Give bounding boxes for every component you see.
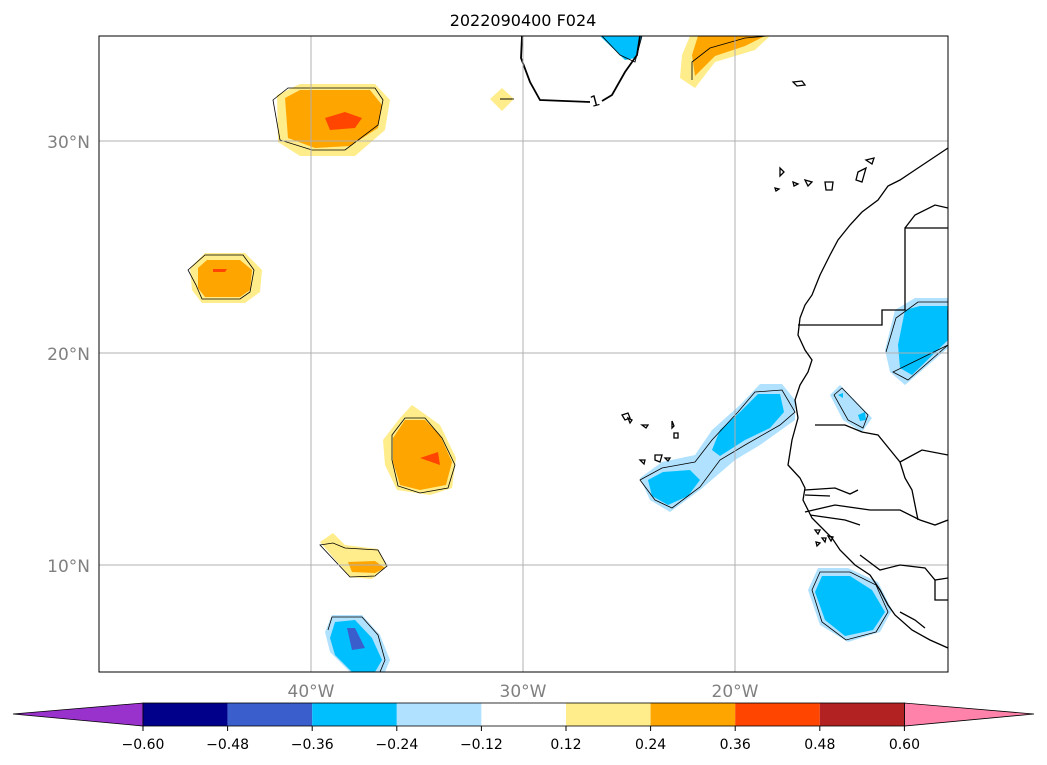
colorbar-segment	[143, 703, 228, 726]
anomaly-blue-top	[600, 36, 642, 60]
map-area: 1	[99, 36, 948, 672]
colorbar-tick-label: −0.12	[460, 737, 503, 753]
colorbar-segment	[819, 703, 905, 726]
colorbar-segment	[735, 703, 820, 726]
map-frame	[98, 35, 949, 673]
border-morocco-algeria	[904, 204, 948, 229]
colorbar-segment	[396, 703, 482, 726]
colorbar-segment	[650, 703, 736, 726]
cape-verde-islands	[621, 412, 679, 466]
anomaly-royalblue-sw	[347, 628, 365, 650]
gridlines	[99, 36, 948, 672]
border-mauritania-senegal	[815, 424, 948, 463]
colorbar-tick-label: 0.24	[635, 737, 666, 753]
colorbar-tick-label: 0.60	[889, 737, 920, 753]
border-senegal-gambia	[804, 487, 859, 497]
map-title: 2022090400 F024	[450, 11, 597, 30]
anomaly-blue-islet-a	[838, 393, 843, 398]
lon-label-40w: 40°W	[288, 682, 335, 702]
shaded-anomalies	[190, 36, 948, 672]
colorbar-tick-label: −0.48	[206, 737, 249, 753]
anomaly-red-w	[213, 269, 227, 272]
border-guinea-bissau	[809, 514, 861, 526]
colorbar-tick-label: −0.36	[291, 737, 334, 753]
contour-lines	[187, 36, 948, 672]
colorbar-segment	[227, 703, 313, 726]
lat-label-30n: 30°N	[47, 133, 90, 153]
lon-label-20w: 20°W	[712, 682, 759, 702]
anomaly-orange-small	[348, 561, 385, 573]
colorbar-ticks	[142, 726, 905, 731]
lat-label-20n: 20°N	[47, 345, 90, 365]
anomaly-blue-east	[898, 306, 948, 375]
lat-label-10n: 10°N	[47, 557, 90, 577]
colorbar	[12, 702, 1035, 727]
border-liberia	[899, 611, 926, 629]
colorbar-tick-label: 0.36	[720, 737, 751, 753]
border-guinea-sierraleone	[859, 554, 948, 581]
border-senegal-guinea	[804, 504, 948, 526]
colorbar-segment	[312, 703, 397, 726]
contour-line-thick	[520, 36, 641, 103]
anomaly-red-nw	[325, 112, 362, 130]
anomaly-orange-central	[393, 420, 452, 490]
anomaly-orange-w	[198, 260, 252, 297]
border-western-sahara	[798, 227, 948, 326]
colorbar-tick-label: −0.24	[375, 737, 418, 753]
colorbar-frame	[142, 702, 905, 727]
anomaly-blue-se	[815, 576, 885, 636]
anomaly-blue-band-ne	[712, 394, 784, 456]
africa-coastline	[787, 147, 948, 649]
border-inland-mali	[899, 461, 919, 521]
madeira	[791, 80, 807, 87]
coastlines	[621, 80, 948, 649]
border-inland-east	[934, 580, 948, 601]
contour-label: 1	[588, 91, 602, 111]
bijagos-islands	[813, 529, 834, 548]
colorbar-tick-label: 0.48	[804, 737, 835, 753]
colorbar-tick-label: −0.60	[122, 737, 165, 753]
anomaly-red-central	[420, 452, 440, 465]
anomaly-orange-top	[692, 36, 765, 76]
colorbar-segment	[566, 703, 651, 726]
colorbar-tick-label: 0.12	[550, 737, 581, 753]
colorbar-extend-max	[904, 702, 1035, 727]
colorbar-segment	[481, 703, 566, 726]
canary-islands	[774, 157, 875, 193]
lon-label-30w: 30°W	[500, 682, 547, 702]
anomaly-blue-islet-b	[858, 412, 866, 421]
colorbar-extend-min	[12, 702, 144, 727]
